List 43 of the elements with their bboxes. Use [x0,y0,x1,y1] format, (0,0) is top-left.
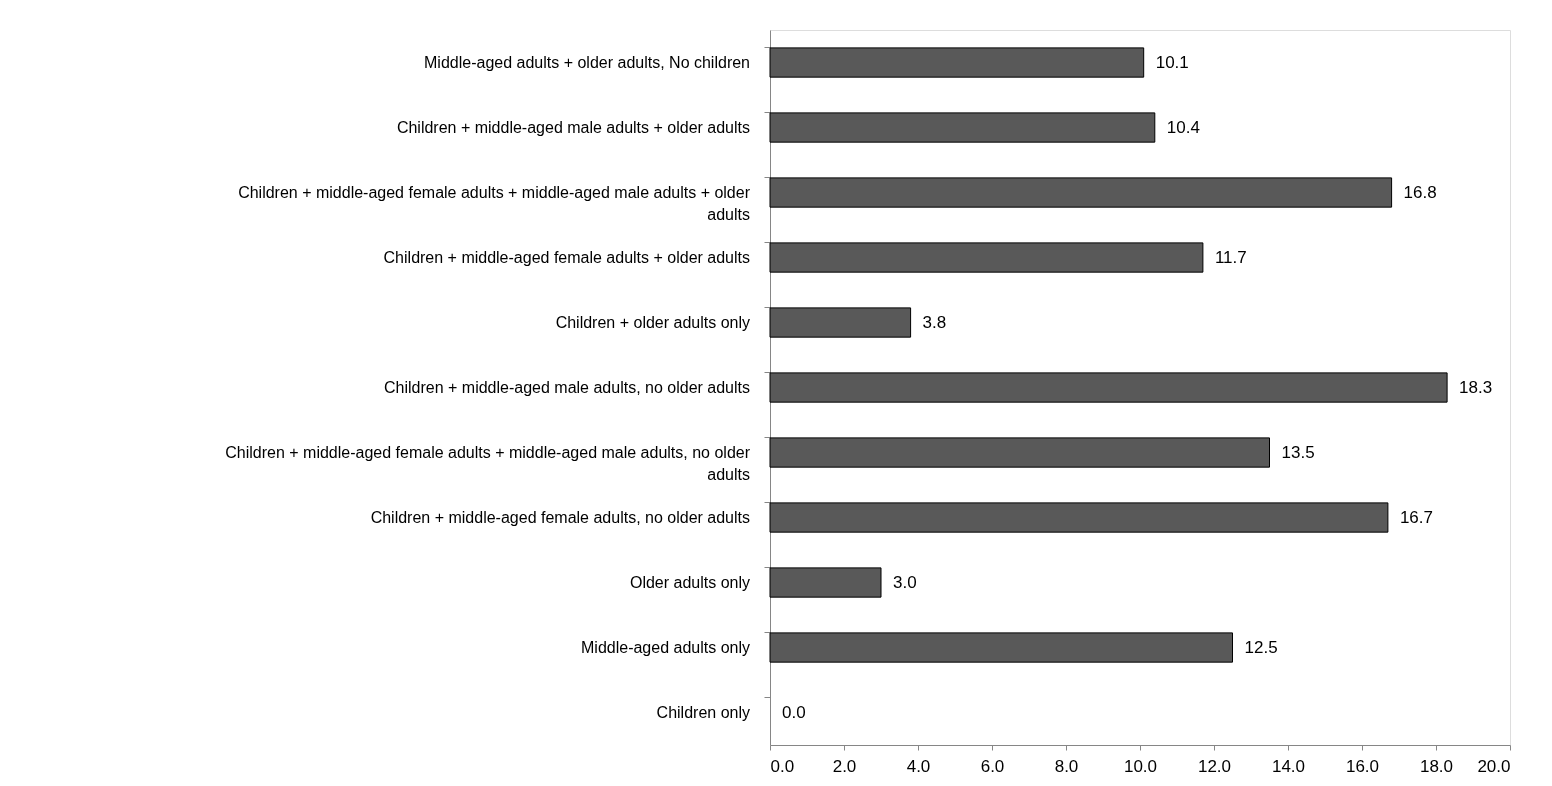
y-tick-label: Children only [656,703,750,721]
y-tick-label: Older adults only [629,573,750,591]
data-label: 3.0 [893,572,917,592]
data-label: 0.0 [782,702,806,722]
bar [769,372,1448,403]
data-label: 18.3 [1459,377,1493,397]
x-tick-label: 0.0 [770,756,795,776]
y-tick-label: Children + middle-aged male adults, no older adults [384,378,750,396]
bar [769,437,1270,468]
x-tick-label: 18.0 [1419,756,1454,776]
y-tick-label: Children + middle-aged female adults, no older adults [370,508,750,526]
data-label: 12.5 [1244,637,1278,657]
x-tick-label: 12.0 [1197,756,1232,776]
data-label: 11.7 [1214,247,1247,267]
data-label: 10.1 [1155,52,1189,72]
bar [769,112,1156,143]
data-label: 16.7 [1399,507,1433,527]
x-tick-label: 10.0 [1123,756,1158,776]
x-tick-label: 6.0 [980,756,1005,776]
y-tick-label: Middle-aged adults + older adults, No children [424,53,750,71]
x-tick-label: 8.0 [1054,756,1079,776]
x-tick-label: 16.0 [1345,756,1380,776]
y-tick-label: Middle-aged adults only [581,638,750,656]
bar [769,307,912,338]
x-tick-label: 4.0 [906,756,931,776]
bar [769,47,1145,78]
bar [769,567,882,598]
y-tick-label: Children + middle-aged female adults + middle-aged male adults + older adults [238,183,751,223]
x-tick-label: 2.0 [832,756,857,776]
bar [769,177,1393,208]
x-tick-label: 14.0 [1271,756,1306,776]
y-tick-label: Children + middle-aged female adults + older adults [383,248,750,266]
data-label: 10.4 [1166,117,1200,137]
bar [769,632,1233,663]
x-tick-label: 20.0 [1477,756,1511,776]
data-label: 13.5 [1281,442,1315,462]
data-label: 3.8 [922,312,947,332]
y-tick-label: Children + middle-aged female adults + middle-aged male adults, no older adults [225,443,751,483]
bar [769,502,1389,533]
y-tick-label: Children + middle-aged male adults + older adults [396,118,750,136]
y-tick-label: Children + older adults only [555,313,750,331]
bar [769,242,1204,273]
data-label: 16.8 [1403,182,1437,202]
